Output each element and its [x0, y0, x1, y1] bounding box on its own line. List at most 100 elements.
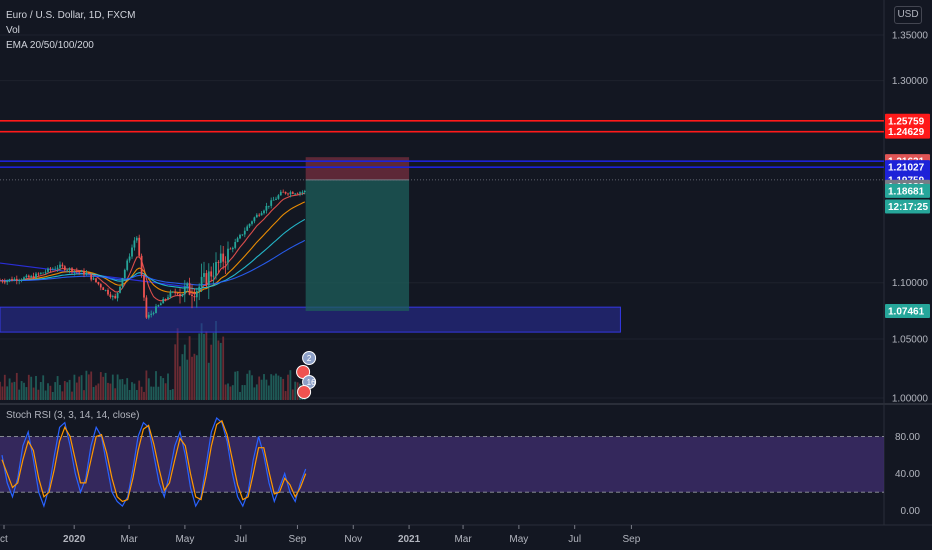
volume-bar: [215, 320, 217, 400]
volume-bar: [95, 385, 97, 400]
price-axis[interactable]: 1.35000 1.30000 1.10000 1.05000 1.00000 1.257…: [885, 31, 930, 518]
symbol-title[interactable]: Euro / U.S. Dollar, 1D, FXCM: [6, 10, 136, 21]
volume-bar: [186, 359, 189, 400]
candle-body: [104, 289, 107, 291]
time-axis[interactable]: ct 2020 Mar May Jul Sep Nov 2021 Mar May Jul Sep: [0, 525, 641, 545]
volume-bar: [32, 387, 35, 400]
candle-body: [107, 289, 109, 295]
volume-bar: [87, 374, 90, 400]
candle-body: [97, 281, 100, 285]
volume-bar: [143, 391, 145, 400]
candle-body: [294, 193, 297, 195]
volume-bar: [203, 333, 205, 400]
candle-body: [219, 253, 222, 263]
volume-bar: [195, 355, 198, 400]
candle-body: [143, 274, 145, 298]
volume-bar: [147, 378, 150, 400]
volume-bar: [162, 378, 165, 400]
stoch-rsi-label[interactable]: Stoch RSI (3, 3, 14, 14, close): [6, 410, 140, 421]
volume-bar: [171, 389, 174, 400]
volume-bar: [243, 385, 246, 400]
event-marker-count: 2: [307, 354, 312, 363]
volume-bar: [85, 370, 88, 400]
volume-bar: [241, 385, 244, 400]
ema-50-line: [0, 201, 306, 294]
candle-body: [111, 295, 114, 298]
candle-body: [61, 264, 64, 267]
time-tick-label: May: [175, 534, 194, 545]
volume-bar: [51, 391, 54, 400]
volume-bar: [183, 344, 186, 400]
candle-body: [152, 312, 155, 314]
volume-bar: [39, 382, 42, 400]
candle-body: [116, 292, 119, 299]
candle-body: [121, 277, 124, 287]
candle-body: [90, 274, 93, 280]
candle-body: [227, 248, 229, 263]
candle-body: [75, 270, 78, 272]
stoch-d-line: [1, 419, 307, 503]
candle-body: [0, 280, 1, 282]
ema-20-line: [0, 192, 305, 302]
volume-bar: [30, 376, 33, 400]
candle-body: [135, 237, 138, 241]
candle-body: [99, 284, 102, 288]
candle-body: [155, 306, 157, 313]
event-markers[interactable]: 2 16: [296, 351, 317, 399]
ema-100-line: [0, 218, 306, 290]
volume-bar: [231, 385, 234, 400]
volume-label[interactable]: Vol: [6, 25, 20, 36]
volume-bar: [159, 376, 162, 400]
price-label-box: [885, 160, 930, 175]
volume-bar: [80, 375, 83, 400]
candle-body: [246, 226, 249, 231]
time-tick-label: Mar: [454, 534, 472, 545]
candle-body: [95, 278, 97, 282]
candle-body: [102, 287, 105, 290]
volume-bar: [234, 371, 237, 400]
candle-body: [1, 280, 4, 282]
volume-bar: [275, 373, 277, 400]
ema-200-line: [0, 239, 306, 286]
volume-bar: [270, 374, 273, 400]
candle-body: [85, 273, 88, 275]
volume-bar: [18, 389, 21, 400]
candle-body: [8, 279, 11, 281]
volume-bar: [217, 340, 220, 400]
currency-button[interactable]: USD: [894, 6, 922, 24]
short-position-tool[interactable]: [0, 157, 884, 311]
candle-body: [284, 191, 287, 194]
rsi-tick-label: 80.00: [895, 432, 920, 443]
candle-body: [167, 297, 169, 300]
volume-bar: [179, 366, 181, 400]
candle-body: [287, 193, 289, 195]
candle-body: [140, 255, 143, 275]
price-label-box: [885, 303, 930, 318]
candle-body: [92, 278, 95, 280]
volume-bar: [116, 374, 119, 400]
candle-body: [150, 313, 153, 315]
candle-body: [109, 294, 112, 298]
volume-bar: [99, 372, 102, 400]
take-profit-area: [305, 179, 410, 311]
price-label-box: [885, 199, 930, 214]
volume-bar: [164, 383, 167, 400]
candle-body: [11, 279, 13, 281]
candle-body: [56, 267, 59, 269]
candle-body: [54, 268, 57, 270]
ema-label[interactable]: EMA 20/50/100/200: [6, 40, 94, 51]
volume-bar: [128, 389, 131, 400]
candle-body: [279, 191, 282, 196]
volume-bar: [49, 385, 52, 400]
candle-body: [71, 268, 73, 273]
candle-body: [179, 294, 181, 297]
volume-bar: [277, 375, 280, 400]
volume-bar: [97, 383, 100, 400]
candle-body: [59, 264, 61, 268]
candle-body: [68, 268, 71, 270]
candle-body: [147, 314, 150, 318]
volume-bar: [47, 383, 49, 400]
candle-body: [210, 271, 213, 277]
horizontal-lines[interactable]: [0, 119, 884, 168]
